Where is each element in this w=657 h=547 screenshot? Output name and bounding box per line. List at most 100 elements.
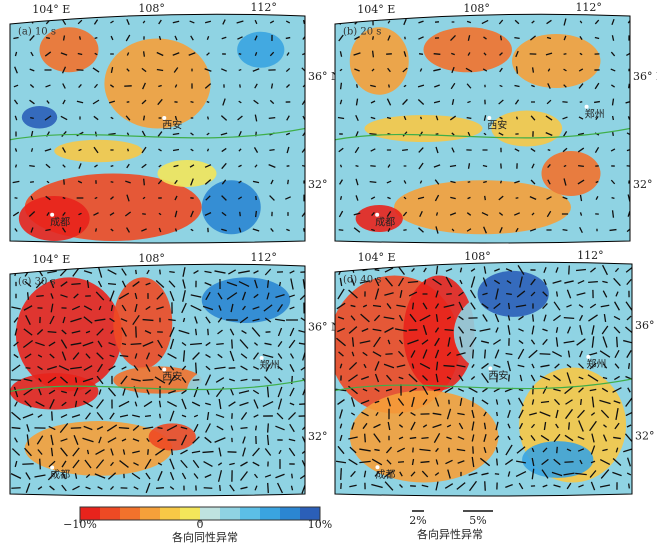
anisotropy-bar <box>301 164 305 168</box>
anisotropy-bar <box>432 412 442 416</box>
anisotropy-bar <box>206 132 210 136</box>
anisotropy-bar <box>262 354 274 358</box>
anisotropy-bar <box>339 82 343 90</box>
anisotropy-bar <box>337 288 345 300</box>
anisotropy-bar <box>398 376 404 380</box>
anisotropy-bar <box>494 473 500 475</box>
anisotropy-bar <box>530 423 536 429</box>
anisotropy-bar <box>340 468 342 480</box>
anisotropy-bar <box>507 315 511 321</box>
anisotropy-bar <box>372 304 382 308</box>
anisotropy-bar <box>435 361 439 371</box>
anisotropy-bar <box>77 19 83 25</box>
anisotropy-bar <box>579 20 583 24</box>
anisotropy-bar <box>110 66 114 74</box>
anisotropy-bar <box>25 483 31 493</box>
anisotropy-bar <box>220 132 228 136</box>
anisotropy-bar <box>505 268 513 272</box>
anisotropy-bar <box>85 486 91 490</box>
anisotropy-bar <box>387 196 391 200</box>
colorbar-tick-label: 0 <box>197 518 204 531</box>
anisotropy-bar <box>418 227 424 233</box>
anisotropy-bar <box>206 101 210 103</box>
anisotropy-bar <box>252 366 260 370</box>
anisotropy-bar <box>515 304 527 308</box>
longitude-label: 112° <box>575 1 602 14</box>
longitude-label: 108° <box>464 250 491 263</box>
anisotropy-bar <box>145 305 151 311</box>
anisotropy-bar <box>594 19 600 25</box>
anisotropy-bar <box>264 376 272 384</box>
colorbar-cell <box>300 507 321 520</box>
anisotropy-bar <box>410 350 416 358</box>
anisotropy-bar <box>600 409 610 419</box>
anisotropy-bar <box>359 460 371 464</box>
anisotropy-bar <box>158 400 162 408</box>
anisotropy-bar <box>157 470 163 482</box>
anisotropy-bar <box>166 424 178 432</box>
anisotropy-bar <box>275 425 285 431</box>
anisotropy-bar <box>84 389 92 395</box>
anisotropy-bar <box>60 438 68 442</box>
anisotropy-bar <box>469 336 477 348</box>
anisotropy-bar <box>543 421 547 431</box>
anisotropy-bar <box>121 327 127 337</box>
anisotropy-bar <box>556 446 558 454</box>
anisotropy-bar <box>96 426 104 430</box>
anisotropy-bar <box>531 67 535 73</box>
anisotropy-bar <box>169 410 175 422</box>
anisotropy-bar <box>626 350 632 358</box>
anisotropy-bar <box>61 460 67 468</box>
anisotropy-bar <box>240 378 248 382</box>
anisotropy-bar <box>181 302 187 314</box>
anisotropy-bar <box>602 363 608 369</box>
anisotropy-bar <box>481 472 489 476</box>
anisotropy-bar <box>205 316 211 324</box>
anisotropy-bar <box>13 36 19 40</box>
anisotropy-bar <box>108 342 116 346</box>
anisotropy-bar <box>156 487 164 489</box>
city-dot <box>375 212 380 217</box>
anisotropy-bar <box>303 228 305 232</box>
anisotropy-bar <box>278 377 282 383</box>
anisotropy-bar <box>92 67 100 73</box>
anisotropy-bar <box>94 196 98 200</box>
anisotropy-bar <box>625 326 632 334</box>
anisotropy-bar <box>11 306 21 310</box>
anisotropy-bar <box>119 414 129 418</box>
anisotropy-bar <box>173 67 179 73</box>
anisotropy-bar <box>447 469 451 479</box>
anisotropy-bar <box>563 340 575 344</box>
anisotropy-bar <box>421 385 429 395</box>
anisotropy-bar <box>35 401 45 407</box>
anisotropy-bar <box>126 163 130 169</box>
anisotropy-bar <box>94 36 98 40</box>
anisotropy-bar <box>156 51 164 57</box>
anisotropy-bar <box>221 211 227 217</box>
anisotropy-bar <box>553 301 561 311</box>
anisotropy-bar <box>602 280 608 284</box>
anisotropy-bar <box>253 399 259 409</box>
anisotropy-bar <box>360 376 370 380</box>
anisotropy-bar <box>467 196 471 200</box>
anisotropy-bar <box>553 314 561 322</box>
anisotropy-bar <box>236 20 244 24</box>
latitude-label: 32° <box>635 430 655 443</box>
anisotropy-bar <box>181 398 187 410</box>
anisotropy-bar <box>539 353 551 355</box>
anisotropy-bar <box>300 365 305 371</box>
anisotropy-bar <box>564 280 574 284</box>
anisotropy-bar <box>178 329 190 335</box>
anisotropy-bar <box>219 484 221 492</box>
anisotropy-bar <box>190 304 202 312</box>
anisotropy-bar <box>611 35 615 41</box>
anisotropy-bar <box>126 132 130 136</box>
anisotropy-bar <box>47 471 57 481</box>
anisotropy-bar <box>221 68 227 72</box>
anisotropy-bar <box>410 421 416 431</box>
anisotropy-bar <box>73 387 79 397</box>
anisotropy-bar <box>215 377 225 383</box>
anisotropy-bar <box>384 267 394 273</box>
anisotropy-bar <box>182 267 186 277</box>
anisotropy-bar <box>479 328 491 332</box>
